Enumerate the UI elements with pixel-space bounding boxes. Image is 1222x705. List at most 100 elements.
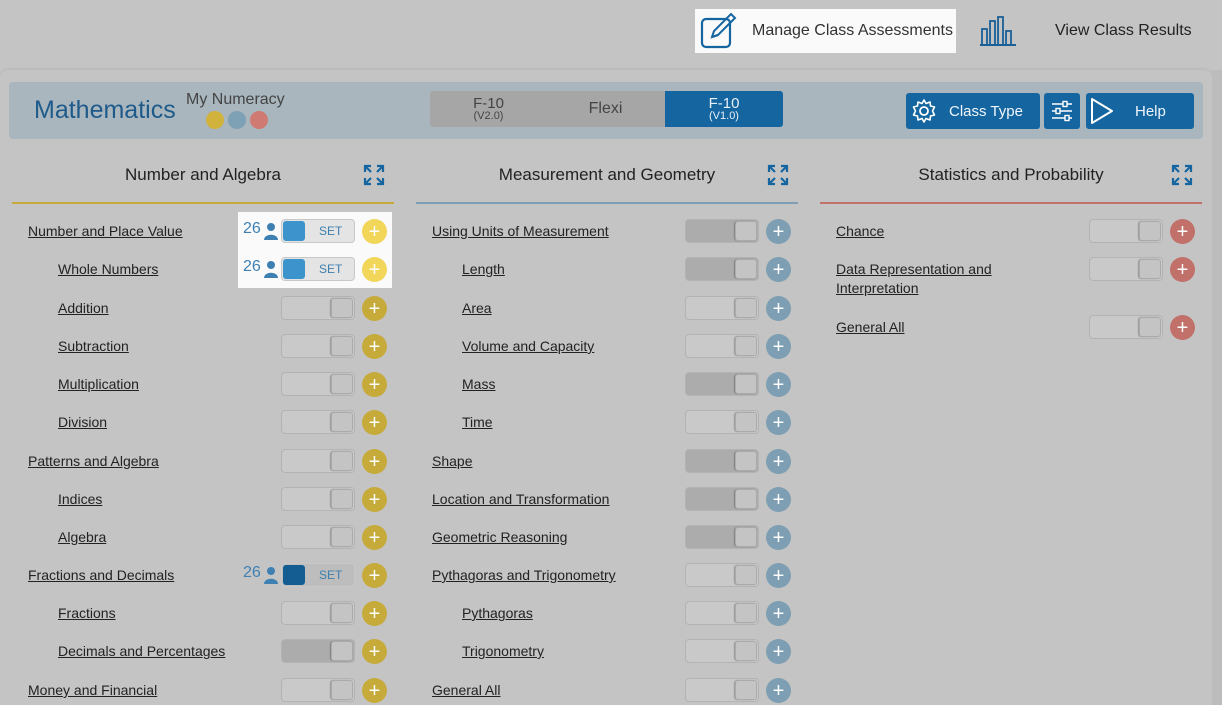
assessment-toggle[interactable] bbox=[685, 639, 759, 663]
add-icon[interactable]: + bbox=[362, 410, 387, 435]
add-icon[interactable]: + bbox=[362, 219, 387, 244]
add-icon[interactable]: + bbox=[766, 601, 791, 626]
topic-link[interactable]: Time bbox=[462, 414, 493, 430]
version-f10-v1[interactable]: F-10 (V1.0) bbox=[665, 91, 783, 127]
expand-icon[interactable] bbox=[1171, 164, 1193, 186]
assessment-toggle[interactable] bbox=[281, 639, 355, 663]
topic-link[interactable]: Money and Financial bbox=[28, 682, 158, 698]
class-type-button[interactable]: Class Type bbox=[906, 93, 1040, 129]
topic-link[interactable]: Chance bbox=[836, 223, 885, 239]
assessment-toggle[interactable] bbox=[685, 525, 759, 549]
add-icon[interactable]: + bbox=[362, 334, 387, 359]
topic-link[interactable]: Division bbox=[58, 414, 108, 430]
add-icon[interactable]: + bbox=[766, 678, 791, 703]
assessment-toggle[interactable] bbox=[685, 219, 759, 243]
assessment-toggle[interactable] bbox=[281, 525, 355, 549]
add-icon[interactable]: + bbox=[766, 219, 791, 244]
add-icon[interactable]: + bbox=[1170, 219, 1195, 244]
add-icon[interactable]: + bbox=[766, 449, 791, 474]
add-icon[interactable]: + bbox=[766, 410, 791, 435]
topic-link[interactable]: Volume and Capacity bbox=[462, 338, 595, 354]
topic-link[interactable]: Location and Transformation bbox=[432, 491, 610, 507]
topic-link[interactable]: Indices bbox=[58, 491, 103, 507]
add-icon[interactable]: + bbox=[1170, 257, 1195, 282]
assessment-toggle[interactable] bbox=[685, 410, 759, 434]
topic-link[interactable]: Geometric Reasoning bbox=[432, 529, 568, 545]
topic-link[interactable]: General All bbox=[432, 682, 501, 698]
add-icon[interactable]: + bbox=[766, 334, 791, 359]
topic-link[interactable]: Whole Numbers bbox=[58, 261, 159, 277]
assessment-toggle[interactable] bbox=[685, 563, 759, 587]
add-icon[interactable]: + bbox=[362, 525, 387, 550]
topic-link[interactable]: Mass bbox=[462, 376, 496, 392]
topic-link[interactable]: Patterns and Algebra bbox=[28, 453, 159, 469]
assessment-toggle[interactable] bbox=[1089, 257, 1163, 281]
toggle-knob bbox=[735, 374, 757, 394]
add-icon[interactable]: + bbox=[362, 296, 387, 321]
add-icon[interactable]: + bbox=[362, 563, 387, 588]
topic-link[interactable]: Decimals and Percentages bbox=[58, 643, 226, 659]
assessment-toggle[interactable] bbox=[685, 449, 759, 473]
assessment-toggle[interactable] bbox=[685, 372, 759, 396]
add-icon[interactable]: + bbox=[362, 639, 387, 664]
topic-link[interactable]: Fractions and Decimals bbox=[28, 567, 175, 583]
add-icon[interactable]: + bbox=[362, 601, 387, 626]
assessment-toggle[interactable] bbox=[685, 296, 759, 320]
view-class-results-button[interactable]: View Class Results bbox=[962, 9, 1220, 53]
topic-link[interactable]: Using Units of Measurement bbox=[432, 223, 609, 239]
topic-link[interactable]: Fractions bbox=[58, 605, 116, 621]
add-icon[interactable]: + bbox=[362, 372, 387, 397]
topic-link[interactable]: General All bbox=[836, 319, 905, 335]
topic-link[interactable]: Number and Place Value bbox=[28, 223, 183, 239]
add-icon[interactable]: + bbox=[766, 639, 791, 664]
assessment-toggle[interactable]: SET bbox=[281, 563, 355, 587]
add-icon[interactable]: + bbox=[766, 372, 791, 397]
topic-link[interactable]: Length bbox=[462, 261, 505, 277]
assessment-toggle[interactable] bbox=[281, 601, 355, 625]
assessment-toggle[interactable]: SET bbox=[281, 219, 355, 243]
version-flexi[interactable]: Flexi bbox=[547, 91, 664, 127]
assessment-toggle[interactable] bbox=[281, 449, 355, 473]
topic-link[interactable]: Pythagoras and Trigonometry bbox=[432, 567, 616, 583]
help-button[interactable]: Help bbox=[1086, 93, 1194, 129]
add-icon[interactable]: + bbox=[766, 563, 791, 588]
add-icon[interactable]: + bbox=[362, 449, 387, 474]
assessment-toggle[interactable] bbox=[281, 678, 355, 702]
add-icon[interactable]: + bbox=[362, 487, 387, 512]
scrollbar-gutter[interactable] bbox=[1212, 70, 1222, 705]
assessment-toggle[interactable] bbox=[281, 372, 355, 396]
topic-link[interactable]: Pythagoras bbox=[462, 605, 533, 621]
assessment-toggle[interactable] bbox=[685, 601, 759, 625]
add-icon[interactable]: + bbox=[362, 678, 387, 703]
topic-link[interactable]: Subtraction bbox=[58, 338, 129, 354]
add-icon[interactable]: + bbox=[766, 487, 791, 512]
topic-link[interactable]: Shape bbox=[432, 453, 473, 469]
manage-class-assessments-button[interactable]: Manage Class Assessments bbox=[695, 9, 956, 53]
expand-icon[interactable] bbox=[767, 164, 789, 186]
assessment-toggle[interactable] bbox=[685, 257, 759, 281]
assessment-toggle[interactable] bbox=[685, 678, 759, 702]
assessment-toggle[interactable] bbox=[1089, 219, 1163, 243]
add-icon[interactable]: + bbox=[766, 525, 791, 550]
assessment-toggle[interactable] bbox=[281, 334, 355, 358]
add-icon[interactable]: + bbox=[1170, 315, 1195, 340]
assessment-toggle[interactable] bbox=[281, 296, 355, 320]
assessment-toggle[interactable] bbox=[281, 410, 355, 434]
assessment-toggle[interactable] bbox=[1089, 315, 1163, 339]
topic-link[interactable]: Multiplication bbox=[58, 376, 139, 392]
expand-icon[interactable] bbox=[363, 164, 385, 186]
topic-link[interactable]: Area bbox=[462, 300, 492, 316]
add-icon[interactable]: + bbox=[362, 257, 387, 282]
assessment-toggle[interactable] bbox=[685, 487, 759, 511]
filter-settings-button[interactable] bbox=[1044, 93, 1080, 129]
assessment-toggle[interactable] bbox=[281, 487, 355, 511]
add-icon[interactable]: + bbox=[766, 296, 791, 321]
topic-link[interactable]: Algebra bbox=[58, 529, 107, 545]
version-f10-v2[interactable]: F-10 (V2.0) bbox=[430, 91, 547, 127]
topic-link[interactable]: Data Representation and Interpretation bbox=[836, 261, 992, 296]
topic-link[interactable]: Addition bbox=[58, 300, 109, 316]
assessment-toggle[interactable]: SET bbox=[281, 257, 355, 281]
add-icon[interactable]: + bbox=[766, 257, 791, 282]
assessment-toggle[interactable] bbox=[685, 334, 759, 358]
topic-link[interactable]: Trigonometry bbox=[462, 643, 544, 659]
